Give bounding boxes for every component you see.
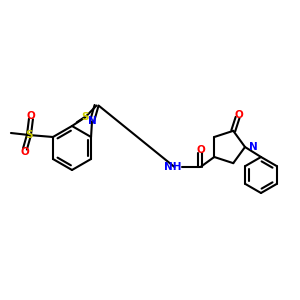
Text: S: S <box>81 112 89 122</box>
Text: S: S <box>25 130 33 140</box>
Text: O: O <box>27 111 35 121</box>
Text: O: O <box>196 145 205 155</box>
Text: O: O <box>21 147 29 157</box>
Text: NH: NH <box>164 162 182 172</box>
Text: N: N <box>249 142 258 152</box>
Text: N: N <box>88 116 96 126</box>
Text: O: O <box>234 110 243 120</box>
